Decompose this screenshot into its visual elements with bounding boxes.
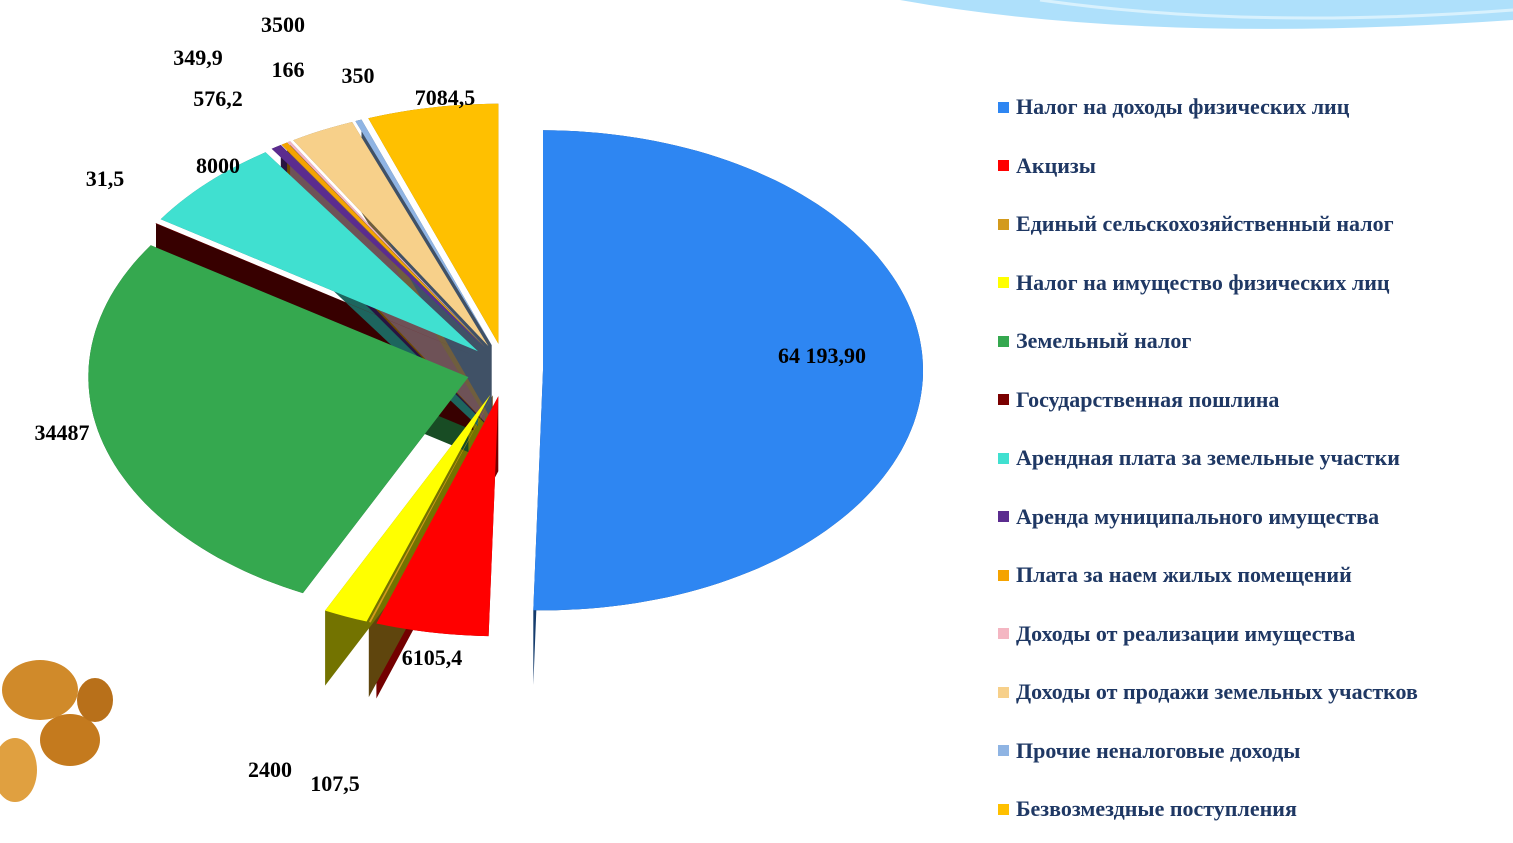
slice <box>271 145 485 348</box>
legend-item: Доходы от продажи земельных участков <box>998 663 1513 722</box>
legend-label: Арендная плата за земельные участки <box>1016 445 1400 471</box>
legend-label: Безвозмездные поступления <box>1016 796 1297 822</box>
data-label: 6105,4 <box>402 645 463 670</box>
data-label: 350 <box>342 63 375 88</box>
legend-item: Прочие неналоговые доходы <box>998 722 1513 781</box>
slice <box>355 119 492 346</box>
slice <box>160 152 478 352</box>
legend-swatch <box>998 803 1009 815</box>
decor-swoosh-line <box>1039 0 1513 20</box>
legend-item: Налог на имущество физических лиц <box>998 254 1513 313</box>
slice <box>293 122 489 347</box>
legend-swatch <box>998 218 1009 230</box>
data-label: 34487 <box>35 420 90 445</box>
data-label: 2400 <box>248 757 292 782</box>
slice <box>88 245 469 594</box>
slice <box>368 395 493 623</box>
legend-swatch <box>998 511 1009 523</box>
legend-label: Доходы от продажи земельных участков <box>1016 679 1418 705</box>
data-label: 3500 <box>261 12 305 37</box>
legend-swatch <box>998 160 1009 172</box>
legend-label: Земельный налог <box>1016 328 1192 354</box>
legend-swatch <box>998 569 1009 581</box>
data-label: 576,2 <box>193 86 243 111</box>
slice-tops <box>88 103 923 637</box>
legend-swatch <box>998 335 1009 347</box>
legend-item: Аренда муниципального имущества <box>998 488 1513 547</box>
slice <box>155 223 474 356</box>
legend-item: Акцизы <box>998 137 1513 196</box>
legend-item: Государственная пошлина <box>998 371 1513 430</box>
legend: Налог на доходы физических лиц Акцизы Един… <box>998 78 1513 839</box>
slice <box>281 142 485 348</box>
legend-label: Прочие неналоговые доходы <box>1016 737 1301 763</box>
data-label: 166 <box>272 57 305 82</box>
data-label: 31,5 <box>86 166 125 191</box>
legend-label: Аренда муниципального имущества <box>1016 503 1380 529</box>
legend-swatch <box>998 277 1009 289</box>
coins <box>0 660 113 802</box>
legend-swatch <box>998 745 1009 757</box>
legend-item: Единый сельскохозяйственный налог <box>998 195 1513 254</box>
data-label: 64 193,90 <box>778 343 866 368</box>
legend-swatch <box>998 686 1009 698</box>
data-label: 107,5 <box>310 771 360 796</box>
slice <box>533 130 923 611</box>
legend-label: Налог на доходы физических лиц <box>1016 94 1350 120</box>
legend-label: Государственная пошлина <box>1016 386 1280 412</box>
legend-item: Налог на доходы физических лиц <box>998 78 1513 137</box>
slice <box>287 141 486 348</box>
legend-item: Безвозмездные поступления <box>998 780 1513 839</box>
legend-swatch <box>998 452 1009 464</box>
legend-swatch <box>998 101 1009 113</box>
slice <box>325 394 491 622</box>
data-label: 7084,5 <box>415 85 476 110</box>
legend-label: Плата за наем жилых помещений <box>1016 562 1352 588</box>
legend-label: Единый сельскохозяйственный налог <box>1016 211 1394 237</box>
legend-item: Земельный налог <box>998 312 1513 371</box>
data-label: 349,9 <box>173 45 223 70</box>
slice <box>376 396 499 637</box>
legend-label: Акцизы <box>1016 152 1096 178</box>
legend-item: Доходы от реализации имущества <box>998 605 1513 664</box>
slice <box>368 103 499 344</box>
legend-item: Арендная плата за земельные участки <box>998 429 1513 488</box>
legend-label: Налог на имущество физических лиц <box>1016 269 1390 295</box>
data-label: 8000 <box>196 153 240 178</box>
legend-label: Доходы от реализации имущества <box>1016 620 1356 646</box>
legend-swatch <box>998 394 1009 406</box>
legend-swatch <box>998 628 1009 640</box>
legend-item: Плата за наем жилых помещений <box>998 546 1513 605</box>
